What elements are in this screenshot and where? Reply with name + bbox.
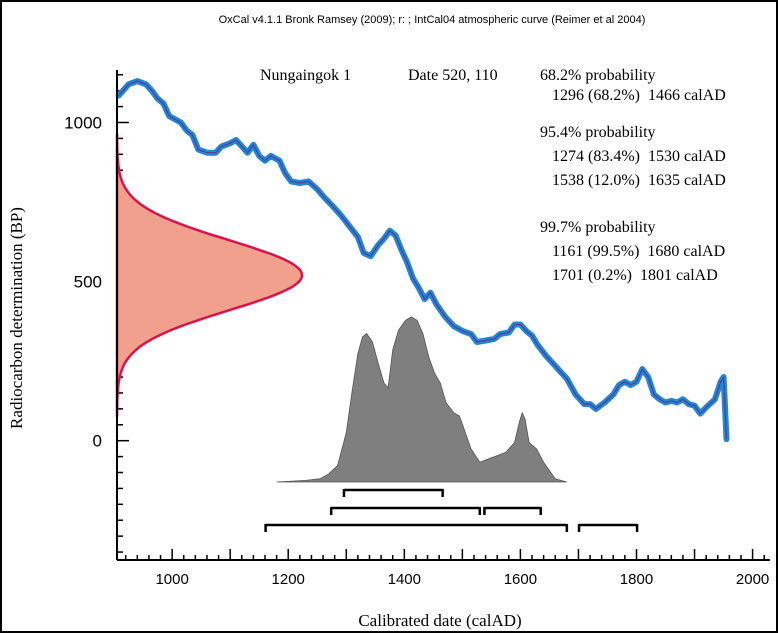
x-tick-label: 1400 [388, 571, 421, 588]
header-text: OxCal v4.1.1 Bronk Ramsey (2009); r: ; I… [219, 14, 646, 26]
y-tick-label: 500 [74, 273, 102, 292]
range-95-row-1: 1274 (83.4%) 1530 calAD [552, 148, 726, 165]
calibrated-distribution [276, 316, 567, 483]
range-bar [329, 506, 482, 515]
x-tick-label: 1600 [504, 571, 537, 588]
range-68-label: 68.2% probability [540, 67, 656, 84]
x-axis-ticks: 1000 1200 1400 1600 1800 2000 [124, 549, 769, 588]
x-axis-label: Calibrated date (calAD) [358, 611, 521, 630]
x-tick-label: 2000 [736, 571, 769, 588]
range-99-row-2: 1701 (0.2%) 1801 calAD [552, 267, 718, 284]
range-bar [264, 523, 569, 532]
calibration-curve-core [118, 80, 728, 440]
sample-date: Date 520, 110 [408, 67, 498, 84]
range-bars [264, 488, 639, 532]
range-bar [342, 488, 444, 497]
x-tick-label: 1800 [620, 571, 653, 588]
range-99-row-1: 1161 (99.5%) 1680 calAD [552, 243, 725, 260]
range-99-label: 99.7% probability [540, 219, 656, 236]
sample-name: Nungaingok 1 [260, 67, 351, 84]
range-95-label: 95.4% probability [540, 124, 656, 141]
range-bar [483, 506, 542, 515]
probability-ranges: 68.2% probability 1296 (68.2%) 1466 calA… [540, 67, 726, 284]
y-tick-label: 0 [93, 432, 102, 451]
range-68-row: 1296 (68.2%) 1466 calAD [552, 87, 726, 104]
range-bar [577, 523, 639, 532]
x-tick-label: 1200 [272, 571, 305, 588]
y-tick-label: 1000 [64, 114, 102, 133]
range-95-row-2: 1538 (12.0%) 1635 calAD [552, 172, 726, 189]
x-tick-label: 1000 [155, 571, 188, 588]
y-axis-label: Radiocarbon determination (BP) [7, 207, 26, 429]
radiocarbon-distribution [115, 133, 304, 417]
